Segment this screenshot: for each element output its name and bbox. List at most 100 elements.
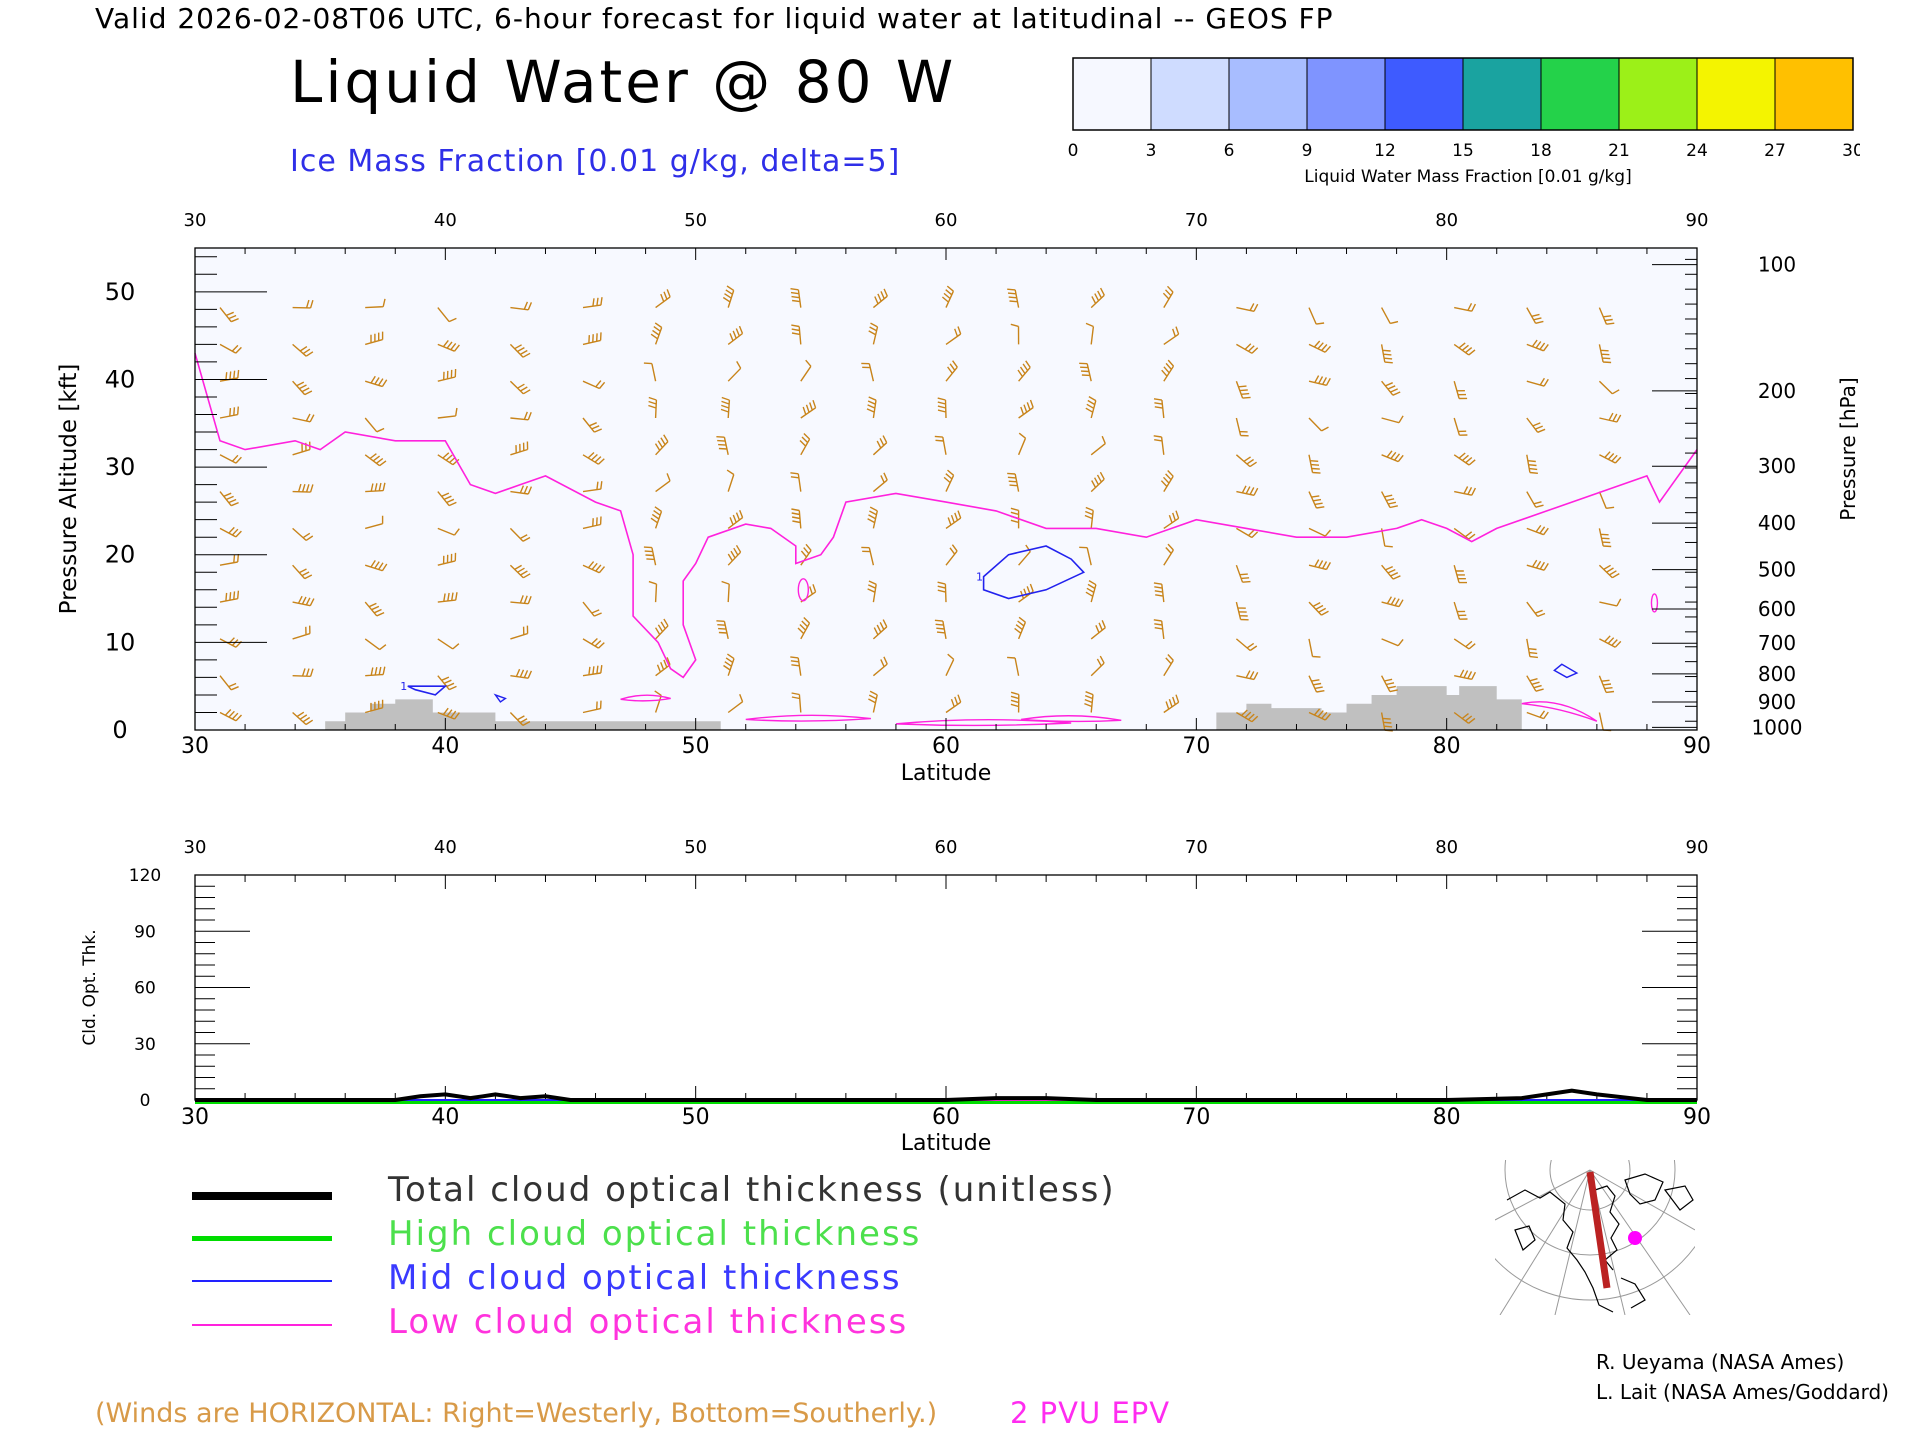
colorbar-tick-label: 9 — [1302, 141, 1313, 161]
wind-barb — [1308, 307, 1325, 325]
wind-barb — [1526, 417, 1546, 433]
wind-barb — [1085, 579, 1097, 603]
wind-barb — [437, 527, 460, 536]
wind-barb — [1090, 435, 1106, 456]
wind-barb — [219, 406, 239, 419]
wind-barb — [945, 653, 955, 676]
x-tick-label: 40 — [431, 1105, 459, 1130]
x-axis-label: Latitude — [901, 761, 992, 786]
wind-barb — [437, 491, 457, 507]
wind-barb — [365, 298, 386, 309]
wind-barb — [1599, 635, 1622, 648]
legend-item-low: Low cloud optical thickness — [0, 1302, 1150, 1346]
wind-barb — [800, 399, 817, 419]
wind-barb — [1236, 527, 1259, 539]
wind-barb — [797, 617, 811, 640]
wind-barb — [292, 625, 311, 640]
wind-barb — [219, 590, 240, 603]
wind-barb — [727, 544, 742, 566]
x-tick-label: 50 — [682, 734, 710, 759]
wind-barb — [872, 435, 888, 456]
wind-barb — [1381, 380, 1401, 396]
wind-barb — [1598, 380, 1620, 395]
wind-barb — [655, 657, 671, 677]
wind-barb — [1598, 307, 1615, 325]
x-tick-label: 50 — [682, 1105, 710, 1130]
wind-barb — [1236, 303, 1259, 312]
epv-2pvu-line — [194, 352, 1698, 679]
wind-barb — [655, 618, 669, 640]
wind-barb — [510, 595, 532, 605]
wind-barb — [655, 289, 671, 309]
y-axis: 0 30 60 90 120 Cld. Opt. Thk. — [80, 866, 1697, 1111]
y-axis-label: Pressure Altitude [kft] — [56, 364, 82, 615]
pressure-tick-label: 600 — [1758, 597, 1796, 621]
wind-barb — [1308, 491, 1325, 509]
wind-barb — [934, 435, 947, 455]
wind-barb — [1453, 417, 1468, 436]
map-location-marker — [1628, 1231, 1642, 1245]
x-tick-label-top: 70 — [1185, 837, 1208, 858]
colorbar-label: Liquid Water Mass Fraction [0.01 g/kg] — [1304, 167, 1631, 187]
wind-barb — [1526, 524, 1549, 536]
wind-barb — [365, 331, 384, 346]
wind-barb — [1007, 472, 1020, 492]
wind-barb — [791, 692, 802, 713]
wind-barb — [1236, 343, 1259, 354]
y-tick-label: 90 — [134, 922, 156, 942]
wind-barb — [1381, 564, 1401, 580]
wind-barb — [727, 361, 742, 382]
wind-barb — [1453, 565, 1467, 584]
ice-mass-fraction-label: Ice Mass Fraction [0.01 g/kg, delta=5] — [290, 144, 901, 179]
wind-barb — [292, 299, 314, 309]
wind-barb — [867, 580, 877, 603]
legend-label-mid: Mid cloud optical thickness — [388, 1258, 902, 1298]
wind-barb — [1454, 486, 1477, 496]
wind-barb — [1084, 506, 1094, 529]
wind-barb — [582, 380, 606, 390]
plot-frame — [194, 874, 1698, 1101]
wind-barb — [945, 326, 962, 345]
wind-barb — [510, 668, 533, 679]
legend-swatch-high — [192, 1236, 332, 1241]
wind-barb — [790, 288, 802, 308]
wind-barb — [1084, 691, 1094, 713]
wind-barb — [1007, 656, 1020, 676]
x-tick-label: 80 — [1433, 1105, 1461, 1130]
wind-barb — [219, 343, 242, 354]
wind-barb — [934, 619, 947, 640]
x-tick-label: 60 — [932, 1105, 960, 1130]
wind-barb — [219, 553, 240, 566]
wind-barb — [1079, 546, 1092, 566]
wind-barb — [872, 619, 888, 640]
wind-barb — [1380, 675, 1398, 693]
x-tick-label-top: 90 — [1686, 210, 1709, 231]
wind-barb — [437, 707, 460, 720]
wind-barb — [1598, 564, 1620, 579]
wind-barb — [582, 665, 603, 677]
colorbar-tick-label: 6 — [1224, 141, 1235, 161]
wind-barb — [510, 301, 533, 311]
wind-barb — [1453, 711, 1476, 724]
wind-barb — [364, 560, 388, 572]
x-axis: 30 30 40 40 50 50 60 60 70 70 80 80 90 90 Latitude — [181, 837, 1711, 1150]
pressure-tick-label: 1000 — [1752, 715, 1803, 739]
y-tick-label: 20 — [105, 541, 136, 569]
epv-low-contour — [1521, 701, 1598, 722]
x-axis: 30 30 40 40 50 50 60 60 70 70 80 80 90 90 Latitude — [181, 210, 1711, 786]
legend-swatch-mid — [192, 1280, 332, 1282]
wind-barb — [945, 510, 962, 529]
colorbar-tick-label: 18 — [1530, 141, 1552, 161]
x-tick-label-top: 40 — [434, 837, 457, 858]
wind-barb — [1018, 583, 1034, 603]
x-tick-label-top: 60 — [935, 210, 958, 231]
wind-barb — [1308, 340, 1332, 353]
wind-barb — [945, 360, 958, 382]
terrain-area — [325, 686, 1522, 730]
wind-barb — [292, 668, 314, 677]
wind-barb — [510, 441, 529, 456]
ice-contour — [1553, 663, 1579, 679]
wind-barb — [437, 452, 460, 466]
wind-barb — [1453, 638, 1476, 650]
